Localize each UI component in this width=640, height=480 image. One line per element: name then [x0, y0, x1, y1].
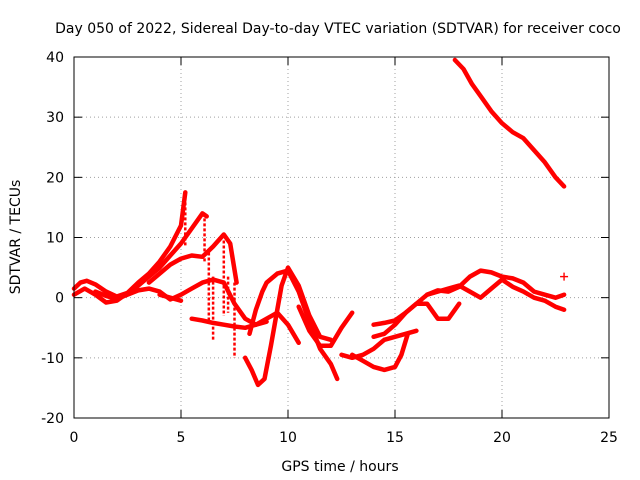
data-series-arc4	[93, 277, 269, 327]
x-tick-label: 25	[600, 430, 618, 446]
y-tick-label: 20	[46, 170, 64, 186]
gridlines	[74, 57, 609, 418]
x-tick-label: 20	[493, 430, 511, 446]
y-tick-label: -20	[41, 411, 64, 427]
x-tick-label: 0	[70, 430, 79, 446]
data-point-outlier	[560, 272, 569, 281]
data-series-arc9	[296, 304, 355, 349]
axes: 0 5 10 15 20 25 -20 -10 0 10 20 30 40	[41, 50, 618, 446]
y-tick-label: 40	[46, 50, 64, 66]
x-tick-label: 15	[386, 430, 404, 446]
data-series-arc14	[424, 277, 567, 312]
data-series	[71, 57, 569, 388]
y-tick-label: 30	[46, 110, 64, 126]
y-tick-label: 0	[55, 291, 64, 307]
x-axis-title: GPS time / hours	[281, 459, 398, 475]
chart-title: Day 050 of 2022, Sidereal Day-to-day VTE…	[55, 21, 621, 37]
y-axis-title: SDTVAR / TECUs	[8, 180, 24, 295]
x-tick-label: 10	[279, 430, 297, 446]
data-series-arc2	[71, 211, 209, 305]
y-tick-label: -10	[41, 351, 64, 367]
data-series-arc11	[349, 331, 411, 373]
data-series-arc3	[146, 232, 239, 285]
y-tick-label: 10	[46, 231, 64, 247]
data-series-arc15	[452, 57, 567, 189]
data-series-arc6	[189, 310, 301, 346]
data-series-arc5	[157, 292, 184, 303]
data-series-arc1	[71, 190, 188, 299]
x-tick-label: 5	[177, 430, 186, 446]
data-series-arc13	[371, 268, 567, 327]
data-series-arc8	[242, 265, 334, 388]
